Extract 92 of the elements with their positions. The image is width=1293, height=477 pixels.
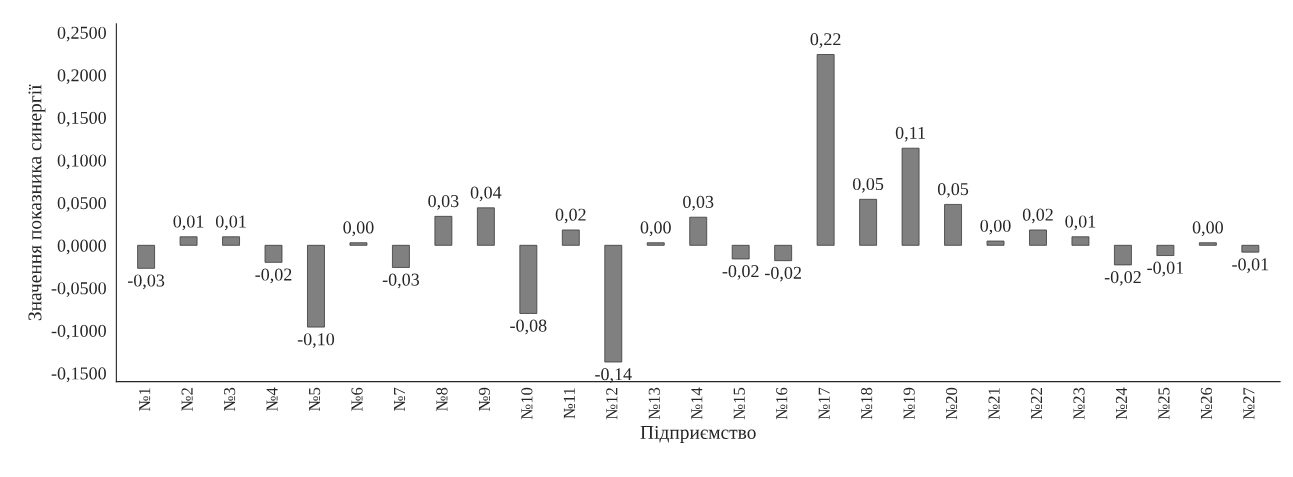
y-tick-label: 0,0500 xyxy=(57,196,106,212)
bar xyxy=(1114,244,1132,266)
data-label: 0,01 xyxy=(173,215,204,231)
x-tick-label: №5 xyxy=(309,387,321,411)
x-tick-label: №3 xyxy=(224,387,236,411)
bar xyxy=(434,215,453,246)
data-label: 0,22 xyxy=(810,33,841,48)
x-tick-label: №7 xyxy=(394,387,405,411)
x-tick-label: №11 xyxy=(563,388,575,419)
bar xyxy=(561,229,580,246)
data-label: -0,02 xyxy=(722,265,759,280)
bar xyxy=(476,207,495,246)
data-label: 0,05 xyxy=(937,183,969,198)
x-tick-label: №14 xyxy=(691,387,703,420)
data-label: -0,10 xyxy=(297,333,335,348)
data-label: 0,00 xyxy=(640,221,671,237)
x-tick-label: №16 xyxy=(776,387,788,420)
x-tick-label: №24 xyxy=(1115,387,1127,420)
bar xyxy=(264,244,283,263)
y-tick-label: 0,2500 xyxy=(57,26,106,42)
bar xyxy=(222,236,240,246)
bar xyxy=(1241,244,1260,253)
x-tick-label: №8 xyxy=(436,387,448,411)
bar xyxy=(1198,242,1217,246)
bar xyxy=(392,244,410,268)
x-axis-title: Підприємство xyxy=(640,425,756,443)
y-tick-label: 0,1000 xyxy=(57,154,106,170)
data-label: -0,02 xyxy=(255,268,292,284)
x-tick-label: №18 xyxy=(861,387,873,420)
x-tick-label: №25 xyxy=(1158,387,1170,420)
data-label: 0,02 xyxy=(555,208,586,224)
bar xyxy=(816,54,835,246)
bar xyxy=(137,244,156,269)
data-label: 0,00 xyxy=(980,219,1011,235)
x-tick-label: №23 xyxy=(1073,387,1085,420)
x-tick-label: №2 xyxy=(181,388,193,411)
data-label: 0,04 xyxy=(470,186,502,202)
data-label: -0,01 xyxy=(1147,261,1184,277)
data-label: -0,03 xyxy=(382,273,420,289)
x-tick-label: №12 xyxy=(606,388,618,420)
data-label: 0,11 xyxy=(895,126,925,142)
data-label: 0,03 xyxy=(683,195,714,211)
x-tick-label: №21 xyxy=(988,388,1000,420)
y-axis-title: Значення показника синергії xyxy=(28,84,46,321)
bar xyxy=(731,244,750,260)
bar xyxy=(604,244,623,363)
bar xyxy=(1071,236,1090,246)
bar xyxy=(307,244,325,328)
data-label: 0,03 xyxy=(428,194,459,210)
y-tick-label: 0,2000 xyxy=(57,69,106,84)
x-tick-label: №27 xyxy=(1243,387,1255,420)
y-tick-label: -0,0500 xyxy=(51,282,106,297)
data-label: 0,00 xyxy=(343,221,374,237)
bar xyxy=(986,240,1005,246)
bar xyxy=(179,236,198,246)
data-label: 0,01 xyxy=(1065,215,1096,231)
data-label: -0,14 xyxy=(595,368,632,383)
x-tick-label: №6 xyxy=(351,387,363,411)
x-tick-label: №17 xyxy=(818,387,830,420)
data-label: -0,01 xyxy=(1232,258,1269,273)
data-label: -0,08 xyxy=(510,319,547,335)
bar xyxy=(519,244,538,314)
data-label: 0,01 xyxy=(215,215,246,231)
data-label: -0,02 xyxy=(1104,270,1141,286)
data-label: 0,05 xyxy=(852,177,884,193)
x-tick-label: №20 xyxy=(945,387,958,420)
bar xyxy=(901,147,920,246)
data-label: 0,00 xyxy=(1192,221,1223,237)
x-tick-label: №22 xyxy=(1030,388,1042,420)
bar xyxy=(1029,229,1047,246)
x-tick-label: №1 xyxy=(139,388,151,411)
x-tick-label: №13 xyxy=(648,387,660,420)
data-label: -0,03 xyxy=(127,274,165,290)
bar xyxy=(1156,244,1175,256)
x-tick-label: №4 xyxy=(266,387,278,411)
data-label: -0,02 xyxy=(765,266,801,282)
y-tick-label: 0,0000 xyxy=(57,239,106,255)
y-tick-label: -0,1000 xyxy=(51,324,106,340)
bar xyxy=(859,198,878,246)
x-tick-label: №15 xyxy=(733,387,745,420)
bar xyxy=(944,204,962,246)
x-tick-label: №26 xyxy=(1200,387,1213,420)
x-tick-label: №9 xyxy=(478,387,491,411)
x-tick-label: №19 xyxy=(903,387,915,420)
data-label: 0,02 xyxy=(1022,208,1053,224)
x-tick-label: №10 xyxy=(521,387,533,420)
bar xyxy=(349,242,368,246)
bar xyxy=(689,216,708,246)
y-tick-label: -0,1500 xyxy=(51,367,106,383)
bar xyxy=(646,242,665,246)
bar xyxy=(774,244,793,262)
y-tick-label: 0,1500 xyxy=(57,111,106,127)
